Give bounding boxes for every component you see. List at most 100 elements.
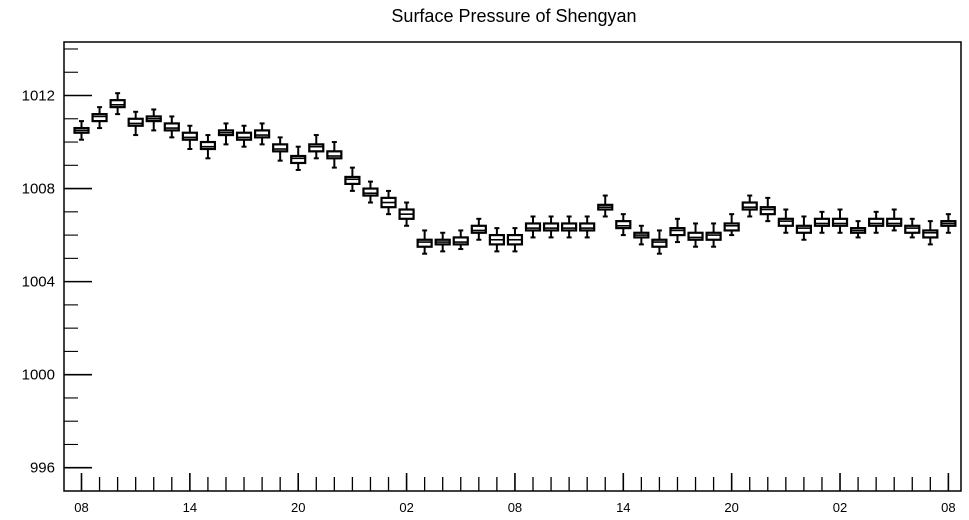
box-body — [524, 222, 542, 232]
box-mark — [199, 134, 217, 160]
box-body — [579, 222, 596, 232]
box-mark — [272, 136, 289, 162]
box-mark — [759, 196, 776, 223]
box-body — [759, 206, 776, 216]
box-mark — [416, 229, 433, 255]
box-body — [235, 131, 253, 141]
y-axis: 996 1000 1004 1008 1012 — [22, 48, 92, 477]
box-mark — [524, 215, 542, 239]
box-mark — [633, 224, 650, 246]
box-body — [723, 222, 740, 232]
box-body — [615, 220, 632, 230]
box-mark — [127, 110, 144, 137]
y-tick-label: 1004 — [22, 274, 55, 291]
box-body — [272, 143, 289, 153]
box-mark — [687, 222, 704, 248]
box-mark — [795, 215, 813, 241]
box-mark — [235, 124, 253, 148]
box-body — [308, 143, 325, 153]
box-mark — [452, 229, 469, 251]
box-mark — [831, 208, 849, 234]
box-body — [109, 99, 126, 109]
y-tick-label: 1000 — [22, 367, 55, 384]
box-body — [416, 238, 433, 248]
box-body — [199, 140, 217, 151]
box-mark — [488, 227, 505, 253]
plot-frame — [63, 41, 962, 492]
box-mark — [308, 134, 325, 160]
box-body — [542, 222, 560, 232]
box-body — [91, 113, 108, 123]
box-mark — [886, 208, 903, 232]
box-mark — [561, 215, 578, 239]
x-tick-label: 20 — [724, 500, 738, 515]
box-body — [886, 217, 903, 227]
y-tick-label: 1012 — [22, 88, 55, 105]
box-body — [254, 129, 271, 139]
box-mark — [777, 208, 794, 234]
box-body — [163, 122, 180, 132]
box-body — [777, 217, 794, 227]
box-mark — [669, 217, 686, 244]
box-mark — [741, 194, 758, 218]
box-body — [687, 231, 704, 241]
box-mark — [922, 220, 939, 246]
box-mark — [326, 141, 343, 169]
chart-title: Surface Pressure of Shengyan — [391, 6, 636, 26]
x-tick-label: 08 — [941, 500, 955, 515]
box-mark — [91, 106, 108, 130]
x-tick-label: 20 — [291, 500, 305, 515]
box-mark — [380, 189, 397, 216]
box-mark — [904, 217, 921, 239]
box-mark — [217, 122, 235, 146]
y-tick-label: 1008 — [22, 181, 55, 198]
box-mark — [470, 217, 487, 241]
box-body — [651, 238, 668, 248]
box-mark — [813, 210, 831, 234]
box-body — [922, 229, 939, 239]
x-tick-label: 14 — [616, 500, 630, 515]
box-mark — [362, 180, 379, 204]
box-mark — [615, 213, 632, 237]
box-mark — [145, 108, 162, 132]
box-body — [470, 224, 487, 234]
box-mark — [181, 124, 198, 151]
box-mark — [597, 194, 614, 218]
box-mark — [73, 120, 90, 141]
y-tick-label: 996 — [30, 460, 55, 477]
box-body — [127, 117, 144, 127]
box-body — [452, 236, 469, 246]
box-mark — [163, 115, 180, 139]
box-body — [669, 227, 686, 237]
box-mark — [398, 201, 415, 227]
box-mark — [849, 220, 867, 239]
x-axis: 08 14 20 02 08 14 20 02 08 — [74, 473, 956, 515]
box-mark — [506, 227, 524, 253]
box-body — [561, 222, 578, 232]
box-mark — [940, 213, 957, 234]
box-mark — [651, 229, 668, 255]
box-body — [326, 150, 343, 160]
x-tick-label: 14 — [183, 500, 197, 515]
box-mark — [254, 122, 271, 146]
box-body — [741, 201, 758, 211]
box-mark — [705, 222, 722, 248]
box-body — [904, 224, 921, 234]
box-body — [290, 154, 307, 165]
box-body — [813, 217, 831, 227]
box-mark — [542, 215, 560, 239]
box-mark — [868, 210, 885, 234]
box-body — [705, 231, 722, 241]
box-series — [73, 92, 957, 255]
box-mark — [290, 145, 307, 171]
box-mark — [723, 213, 740, 237]
box-mark — [579, 215, 596, 239]
x-tick-label: 08 — [508, 500, 522, 515]
box-body — [831, 217, 849, 227]
box-body — [344, 175, 361, 186]
box-mark — [344, 166, 361, 192]
x-tick-label: 02 — [399, 500, 413, 515]
box-mark — [434, 231, 451, 253]
box-body — [868, 217, 885, 227]
